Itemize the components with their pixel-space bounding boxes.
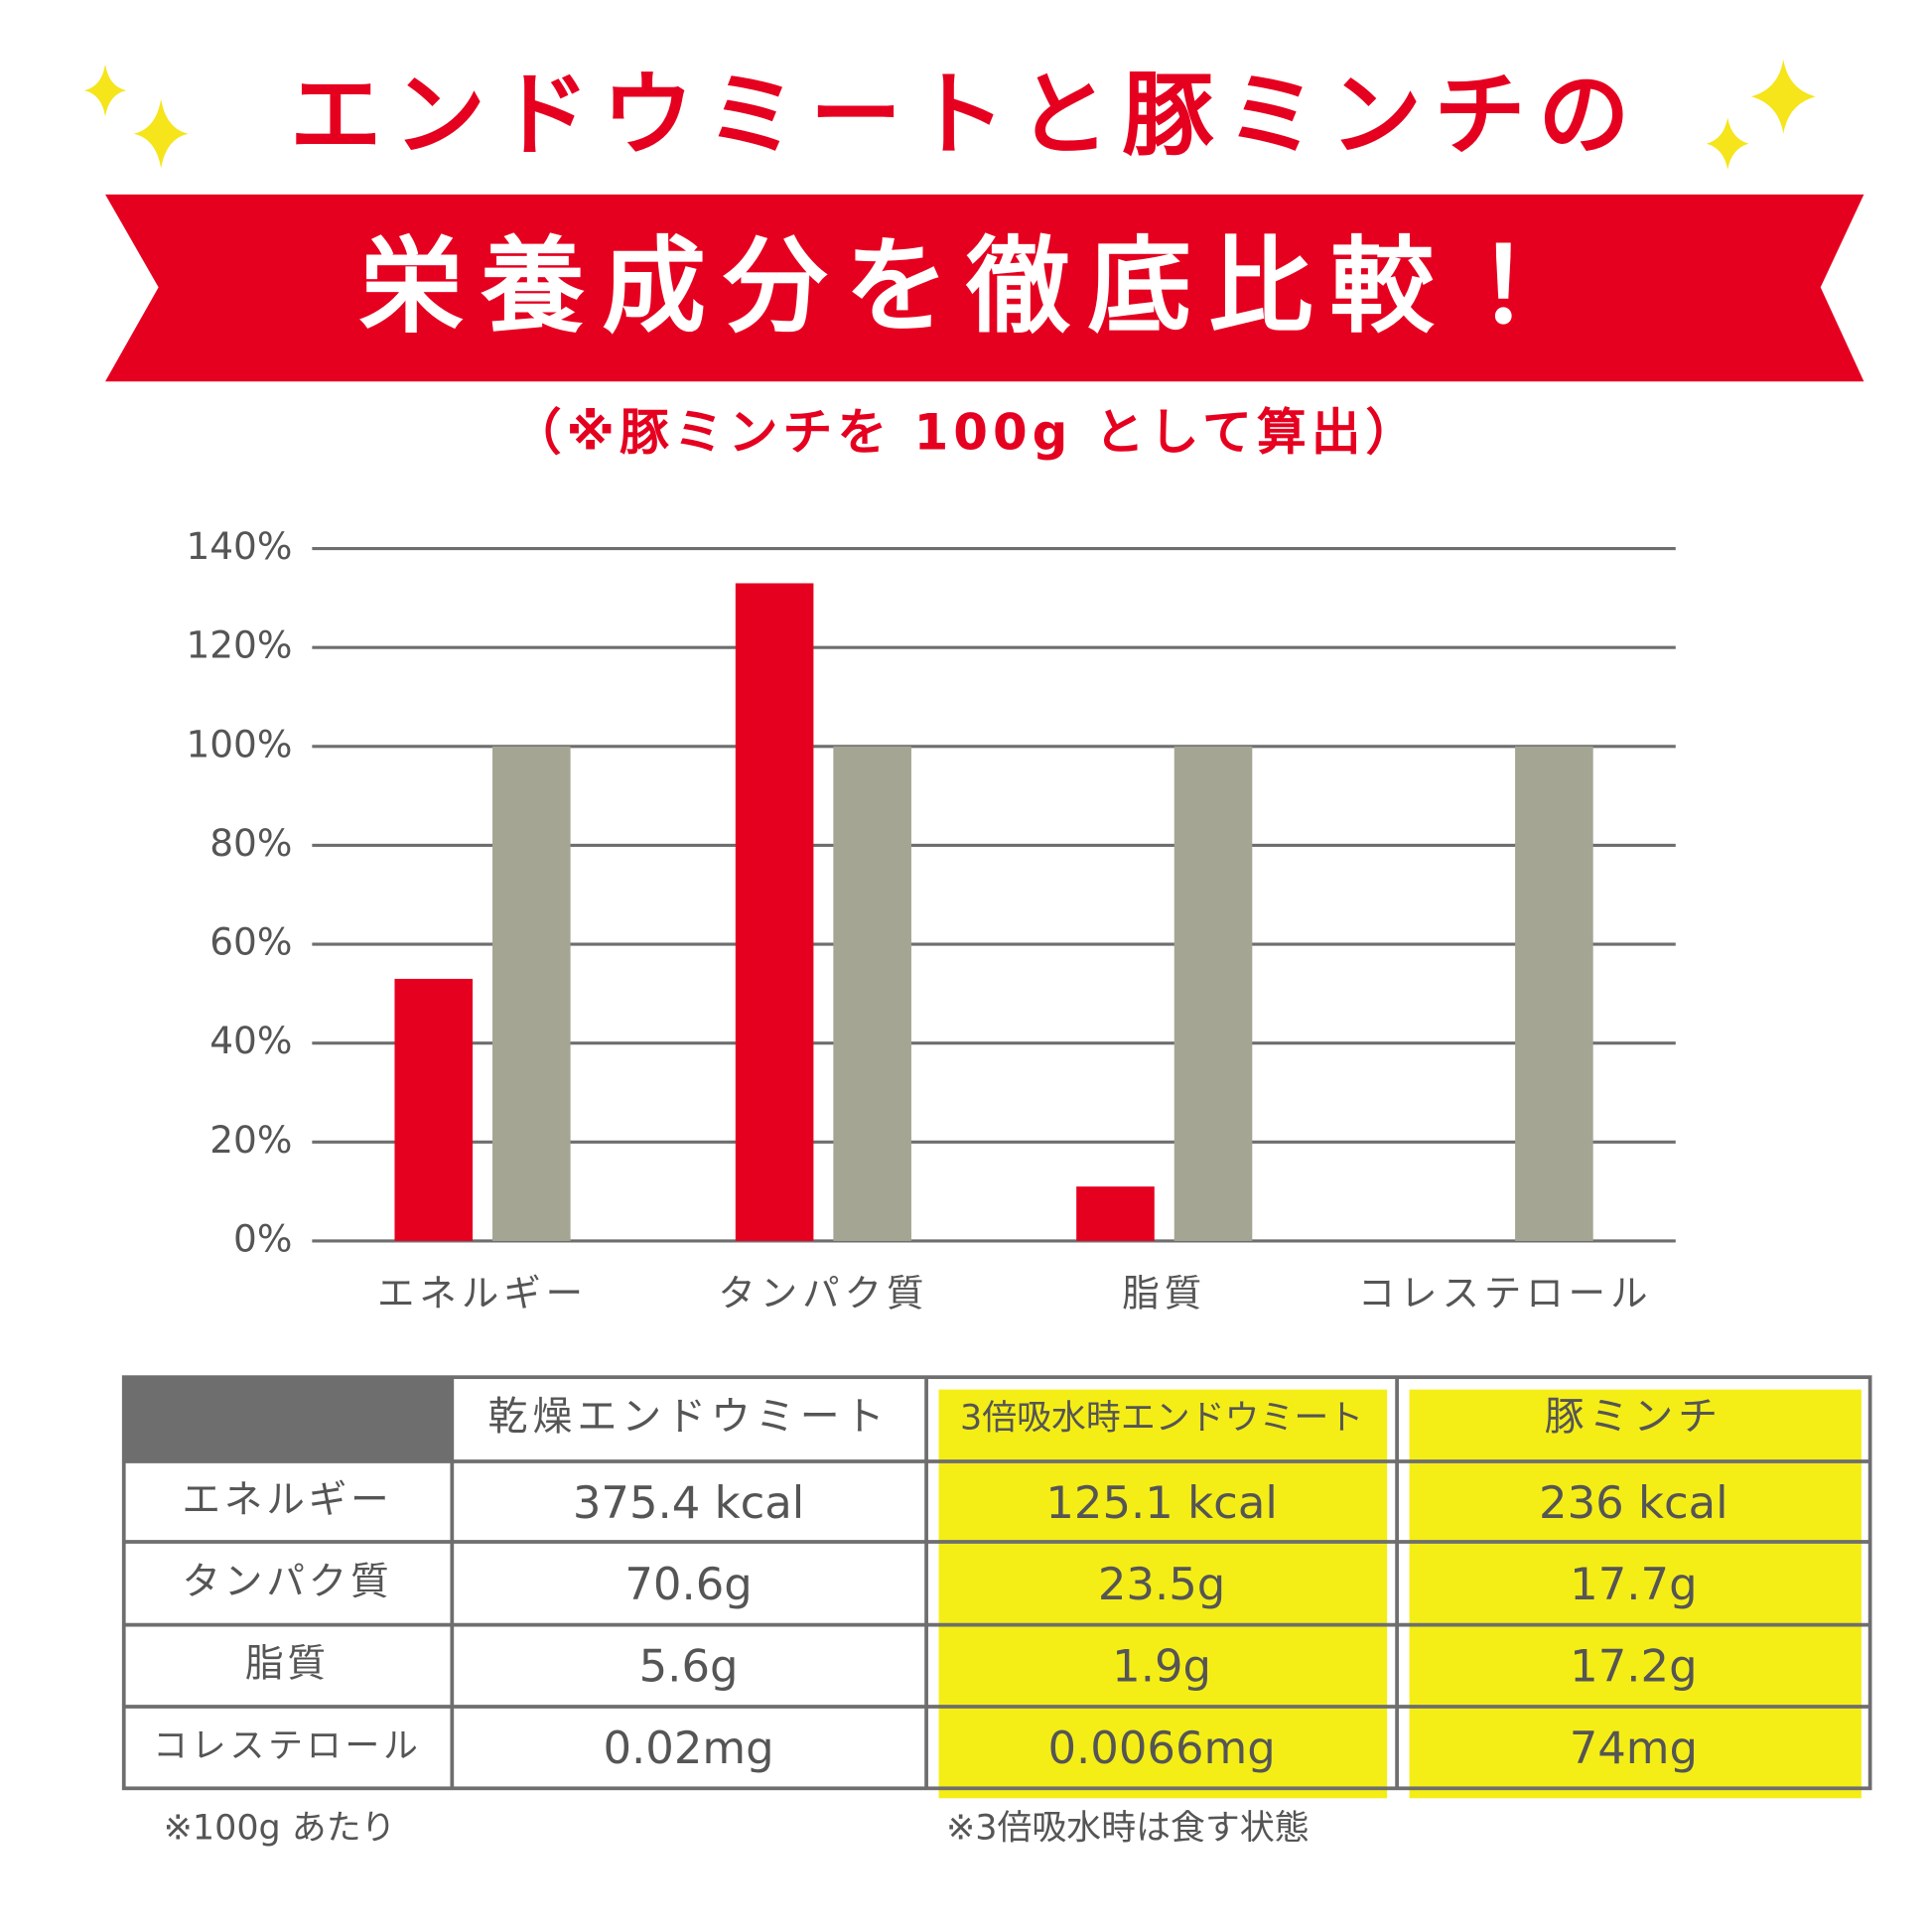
y-tick-label: 100% bbox=[186, 722, 292, 765]
table-frame bbox=[121, 1375, 1872, 1799]
bar bbox=[492, 746, 571, 1241]
column-header: 3倍吸水時エンドウミート bbox=[960, 1399, 1363, 1439]
cell: 17.2g bbox=[1570, 1640, 1697, 1693]
x-tick-label: コレステロール bbox=[1358, 1271, 1653, 1314]
bar bbox=[735, 583, 814, 1241]
cell: 70.6g bbox=[624, 1558, 752, 1610]
x-tick-label: エネルギー bbox=[377, 1271, 588, 1314]
cell: 375.4 kcal bbox=[573, 1476, 804, 1529]
row-header: エネルギー bbox=[182, 1478, 392, 1523]
row-header: コレステロール bbox=[153, 1726, 422, 1766]
bar bbox=[1076, 1186, 1155, 1241]
x-tick-label: タンパク質 bbox=[718, 1271, 928, 1314]
cell: 23.5g bbox=[1098, 1558, 1225, 1610]
cell: 1.9g bbox=[1112, 1640, 1211, 1693]
note: （※豚ミンチを 100g として算出） bbox=[512, 404, 1421, 462]
y-tick-label: 140% bbox=[186, 524, 292, 568]
cell: 125.1 kcal bbox=[1045, 1476, 1277, 1529]
y-tick-label: 80% bbox=[209, 821, 292, 865]
table-note: ※100g あたり bbox=[164, 1808, 396, 1848]
column-header: 乾燥エンドウミート bbox=[488, 1394, 890, 1440]
column-header: 豚ミンチ bbox=[1545, 1394, 1724, 1440]
y-tick-label: 20% bbox=[209, 1118, 292, 1162]
bar bbox=[394, 978, 474, 1241]
bar bbox=[833, 746, 911, 1241]
y-tick-label: 0% bbox=[233, 1216, 292, 1260]
cell: 74mg bbox=[1570, 1722, 1698, 1774]
sparkles bbox=[83, 59, 1816, 170]
cell: 236 kcal bbox=[1539, 1476, 1728, 1529]
cell: 0.02mg bbox=[603, 1722, 773, 1774]
x-tick-label: 脂質 bbox=[1122, 1271, 1206, 1314]
table-note: ※3倍吸水時は食す状態 bbox=[946, 1808, 1310, 1848]
y-tick-label: 120% bbox=[186, 623, 292, 667]
chart: 0% 20% 40% 60% 80% 100% 120% 140% エネルギー タンパク質 脂質 コレ… bbox=[186, 524, 1676, 1314]
subtitle: 栄養成分を徹底比較！ bbox=[359, 225, 1573, 346]
bar bbox=[1515, 746, 1593, 1241]
y-tick-label: 40% bbox=[209, 1019, 292, 1062]
corner-cell bbox=[123, 1377, 453, 1461]
row-header: 脂質 bbox=[245, 1641, 330, 1686]
ribbon bbox=[105, 194, 1864, 382]
cell: 0.0066mg bbox=[1047, 1722, 1275, 1774]
row-header: タンパク質 bbox=[182, 1560, 392, 1604]
bar bbox=[1173, 746, 1253, 1241]
cell: 17.7g bbox=[1570, 1558, 1697, 1610]
highlight bbox=[1409, 1389, 1862, 1799]
title: エンドウミートと豚ミンチの bbox=[290, 62, 1642, 169]
y-tick-label: 60% bbox=[209, 920, 292, 964]
highlight bbox=[938, 1389, 1388, 1799]
cell: 5.6g bbox=[639, 1640, 739, 1693]
